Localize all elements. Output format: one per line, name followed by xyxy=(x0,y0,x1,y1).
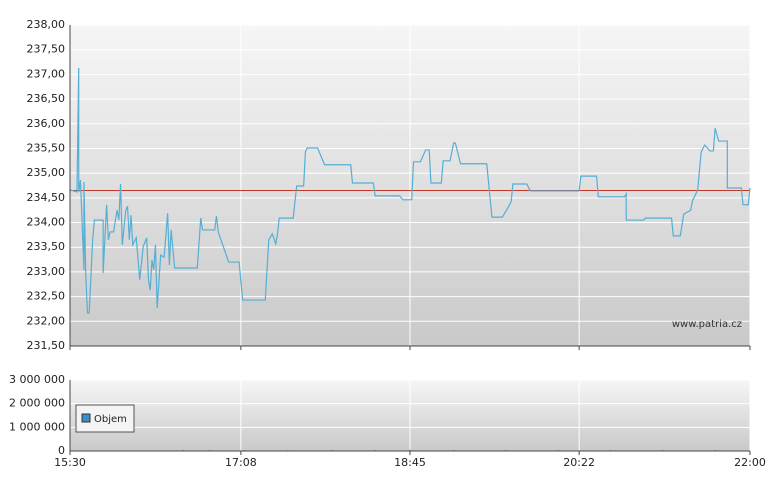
legend-label: Objem xyxy=(94,414,127,425)
y-tick-label: 231,50 xyxy=(27,339,66,352)
y-tick-label: 232,50 xyxy=(27,290,66,303)
y-tick-label: 235,50 xyxy=(27,141,66,154)
x-tick-label: 17:08 xyxy=(225,456,257,469)
volume-bar xyxy=(409,449,411,451)
y-tick-label: 238,00 xyxy=(27,18,66,31)
y-tick-label: 0 xyxy=(58,444,65,457)
price-line xyxy=(69,67,751,314)
y-tick-label: 234,00 xyxy=(27,216,66,229)
x-tick-label: 18:45 xyxy=(394,456,426,469)
y-tick-label: 3 000 000 xyxy=(9,373,65,386)
y-tick-label: 233,00 xyxy=(27,265,66,278)
y-tick-label: 236,50 xyxy=(27,92,66,105)
y-tick-label: 235,00 xyxy=(27,166,66,179)
y-tick-label: 1 000 000 xyxy=(9,420,65,433)
x-tick-label: 22:00 xyxy=(734,456,766,469)
x-tick-label: 15:30 xyxy=(54,456,86,469)
y-tick-label: 2 000 000 xyxy=(9,397,65,410)
plot-layer xyxy=(69,24,751,452)
x-tick-label: 20:22 xyxy=(563,456,595,469)
y-tick-label: 236,00 xyxy=(27,117,66,130)
y-tick-label: 237,00 xyxy=(27,67,66,80)
legend-swatch xyxy=(81,413,91,423)
watermark: www.patria.cz xyxy=(672,319,742,330)
y-tick-label: 233,50 xyxy=(27,240,66,253)
y-tick-label: 232,00 xyxy=(27,314,66,327)
y-tick-label: 234,50 xyxy=(27,191,66,204)
y-tick-label: 237,50 xyxy=(27,43,66,56)
